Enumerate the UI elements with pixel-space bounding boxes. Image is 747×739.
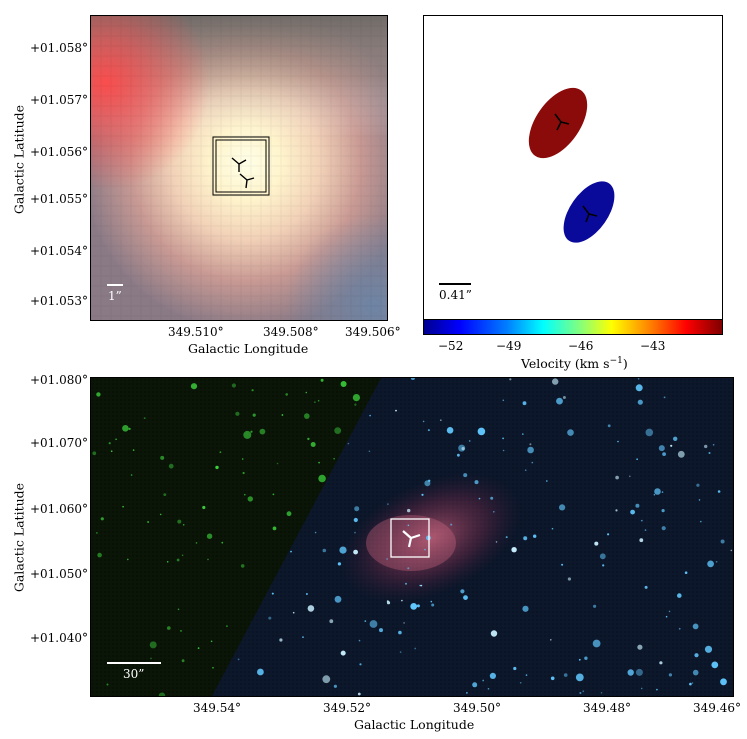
panel-a-image: 1”	[90, 15, 388, 321]
velocity-colorbar	[423, 319, 723, 335]
colorbar-tick: −52	[438, 339, 464, 353]
panel-a-ytick: +01.056°	[29, 145, 88, 159]
panel-c-ytick: +01.050°	[29, 567, 88, 581]
panel-a-ytick: +01.053°	[29, 294, 88, 308]
panel-a-xlabel: Galactic Longitude	[188, 341, 309, 356]
panel-a-ytick: +01.058°	[29, 41, 88, 55]
colorbar-tick: −46	[568, 339, 594, 353]
blueshifted-ellipse	[563, 181, 615, 243]
redshifted-ellipse	[528, 87, 588, 159]
colorbar-label: Velocity (km s−1)	[521, 356, 628, 371]
panel-a-xtick: 349.508°	[263, 325, 319, 339]
panel-c-xtick: 349.48°	[583, 701, 631, 715]
source-marker-icon	[231, 157, 255, 189]
panel-c-ytick: +01.070°	[29, 436, 88, 450]
panel-c-ytick: +01.060°	[29, 502, 88, 516]
panel-c-xtick: 349.46°	[693, 701, 741, 715]
colorbar-label-end: )	[622, 356, 628, 372]
panel-b-canvas	[439, 87, 615, 285]
panel-a-xtick: 349.506°	[345, 325, 401, 339]
panel-c-xtick: 349.54°	[193, 701, 241, 715]
panel-c-xtick: 349.52°	[323, 701, 371, 715]
panel-c-xtick: 349.50°	[453, 701, 501, 715]
colorbar-label-text: Velocity (km s	[521, 356, 610, 372]
panel-a-ytick: +01.055°	[29, 192, 88, 206]
panel-a-xtick: 349.510°	[168, 325, 224, 339]
panel-c-ylabel: Galactic Latitude	[11, 482, 27, 593]
panel-b-velocity-map: 0.41”	[423, 15, 723, 321]
colorbar-tick: −43	[640, 339, 666, 353]
panel-a-rgb-canvas	[91, 16, 387, 320]
source-marker-icon	[402, 530, 421, 548]
panel-c-rgb-canvas	[91, 378, 733, 696]
colorbar-label-sup: −1	[609, 356, 623, 366]
panel-a-scalebar-label: 1”	[108, 289, 122, 303]
panel-c-xlabel: Galactic Longitude	[354, 717, 475, 732]
panel-c-ytick: +01.080°	[29, 373, 88, 387]
panel-c-image: 30”	[90, 377, 734, 697]
panel-a-ytick: +01.054°	[29, 244, 88, 258]
source-marker-icon	[554, 113, 598, 223]
panel-c-ytick: +01.040°	[29, 631, 88, 645]
panel-a-ytick: +01.057°	[29, 93, 88, 107]
panel-b-scalebar-label: 0.41”	[439, 288, 472, 302]
panel-c-scalebar-label: 30”	[123, 667, 145, 681]
colorbar-tick: −49	[496, 339, 522, 353]
panel-a-ylabel: Galactic Latitude	[11, 104, 27, 215]
